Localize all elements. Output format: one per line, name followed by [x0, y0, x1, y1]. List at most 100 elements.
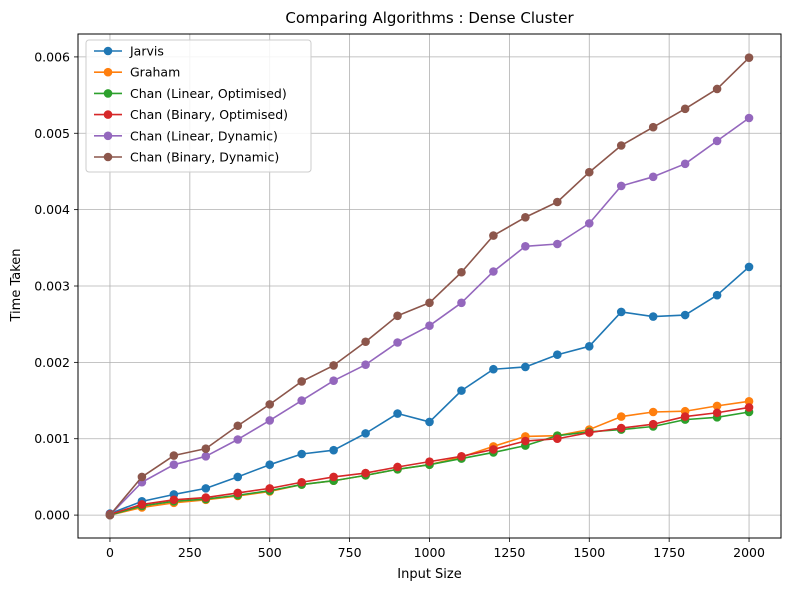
data-point	[680, 104, 690, 114]
data-point	[648, 419, 658, 429]
x-tick-label: 2000	[733, 545, 765, 560]
data-point	[648, 312, 658, 321]
data-point	[648, 122, 658, 132]
data-point	[521, 362, 530, 372]
legend-marker	[103, 46, 113, 56]
data-point	[489, 445, 498, 454]
data-point	[361, 360, 370, 369]
data-point	[584, 167, 594, 177]
data-point	[489, 364, 498, 374]
data-point	[744, 262, 754, 272]
data-point	[201, 444, 211, 453]
data-point	[712, 136, 722, 146]
data-point	[457, 267, 466, 277]
series-group	[105, 53, 754, 520]
legend-label: Chan (Binary, Optimised)	[130, 107, 288, 122]
legend-label: Graham	[130, 65, 180, 80]
y-tick-label: 0.002	[34, 355, 70, 370]
legend-label: Chan (Linear, Dynamic)	[130, 128, 278, 143]
data-point	[616, 307, 626, 317]
legend-marker	[103, 110, 113, 119]
data-point	[201, 451, 211, 461]
data-point	[137, 500, 147, 509]
x-tick-label: 1500	[573, 545, 605, 560]
data-point	[521, 212, 530, 222]
data-point	[329, 445, 338, 455]
data-point	[137, 472, 147, 482]
series-group	[105, 113, 754, 520]
data-point	[712, 290, 722, 300]
data-point	[744, 53, 754, 62]
x-tick-label: 0	[106, 545, 114, 560]
data-point	[297, 396, 306, 405]
x-tick-label: 750	[338, 545, 362, 560]
data-point	[680, 159, 690, 169]
data-point	[265, 484, 275, 493]
data-point	[712, 408, 722, 418]
y-tick-label: 0.006	[34, 49, 70, 64]
data-point	[169, 495, 179, 505]
data-point	[584, 219, 594, 228]
legend-marker	[103, 89, 113, 98]
legend-marker	[103, 67, 113, 77]
data-point	[712, 401, 722, 411]
data-point	[744, 113, 754, 123]
data-point	[457, 298, 466, 308]
legend-item: Jarvis	[94, 44, 164, 59]
x-tick-label: 1250	[493, 545, 525, 560]
data-point	[169, 460, 179, 469]
data-point	[297, 449, 306, 459]
data-point	[425, 457, 434, 466]
data-point	[265, 460, 275, 469]
y-tick-label: 0.000	[34, 508, 70, 523]
data-point	[265, 400, 275, 409]
y-tick-label: 0.004	[34, 202, 70, 217]
data-point	[393, 338, 402, 347]
data-point	[425, 321, 434, 331]
legend-label: Chan (Binary, Dynamic)	[130, 150, 279, 165]
data-point	[361, 468, 370, 478]
series-group	[105, 53, 754, 520]
y-axis-label: Time Taken	[9, 248, 24, 322]
data-point	[521, 241, 530, 251]
data-point	[393, 409, 402, 418]
data-point	[648, 407, 658, 417]
legend-marker	[103, 131, 113, 141]
data-point	[425, 417, 434, 427]
x-tick-label: 500	[258, 545, 282, 560]
legend-item: Chan (Linear, Optimised)	[94, 86, 287, 101]
legend-label: Jarvis	[129, 44, 164, 59]
data-point	[393, 462, 402, 472]
data-point	[680, 412, 690, 421]
data-point	[201, 484, 211, 493]
x-axis-label: Input Size	[397, 567, 461, 582]
data-point	[584, 428, 594, 437]
data-point	[233, 488, 243, 498]
y-tick-label: 0.005	[34, 126, 70, 141]
legend-item: Chan (Binary, Dynamic)	[94, 150, 279, 165]
x-tick-label: 1000	[414, 545, 446, 560]
data-point	[744, 403, 754, 412]
legend-item: Chan (Linear, Dynamic)	[94, 128, 278, 143]
data-point	[233, 435, 243, 444]
data-point	[169, 451, 179, 460]
x-tick-label: 250	[178, 545, 202, 560]
axis-ticks: 0 250 500 750 1000 1250 1500 1750 2000 0.000 0.001…	[34, 49, 765, 560]
data-point	[616, 141, 626, 150]
series-group	[105, 403, 754, 519]
data-point	[553, 197, 562, 207]
data-point	[297, 477, 306, 487]
data-point	[584, 342, 594, 351]
data-point	[393, 311, 402, 321]
data-point	[553, 434, 562, 444]
legend-item: Chan (Binary, Optimised)	[94, 107, 288, 122]
data-point	[297, 377, 306, 386]
y-tick-label: 0.003	[34, 279, 70, 294]
data-point	[329, 361, 338, 370]
legend-item: Graham	[94, 65, 180, 80]
chart-title: Comparing Algorithms : Dense Cluster	[285, 9, 574, 27]
data-point	[616, 423, 626, 433]
data-point	[616, 412, 626, 421]
data-point	[233, 421, 243, 431]
